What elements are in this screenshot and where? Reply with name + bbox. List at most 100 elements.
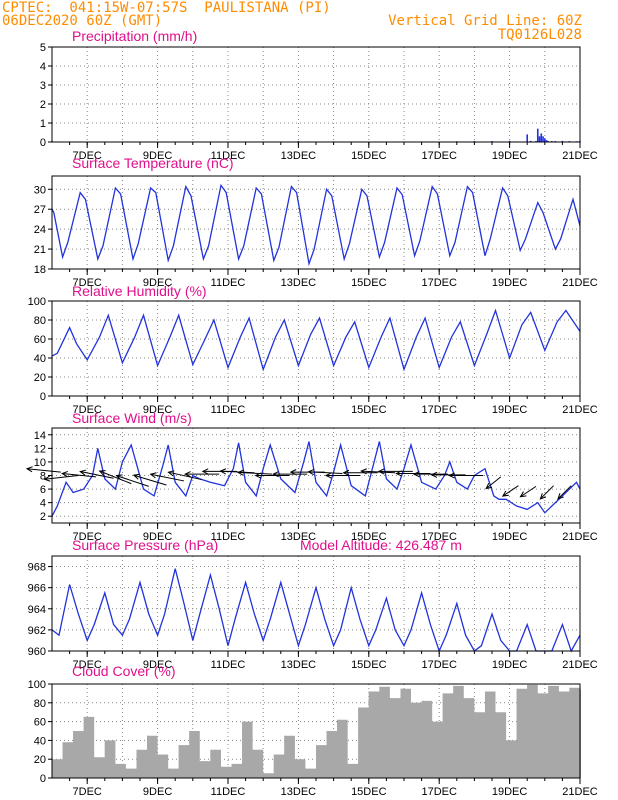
cloud-bar xyxy=(432,721,434,778)
y-tick-label: 4 xyxy=(40,61,46,73)
wind-arrowhead xyxy=(132,473,140,480)
x-tick-label: 19DEC xyxy=(492,277,528,289)
cloud-bar xyxy=(442,693,444,778)
wind-arrow xyxy=(238,471,273,475)
wind-arrowhead xyxy=(25,466,33,473)
wind-arrow xyxy=(150,473,185,482)
y-tick-label: 0 xyxy=(40,773,46,785)
cloud-bar xyxy=(147,735,149,778)
x-tick-label: 21DEC xyxy=(562,786,598,798)
wind-arrowhead xyxy=(448,472,455,479)
x-tick-label: 7DEC xyxy=(73,786,102,798)
y-tick-label: 5 xyxy=(40,42,46,54)
wind-arrow xyxy=(557,485,572,500)
panel-title: Surface Wind (m/s) xyxy=(72,410,192,426)
y-tick-label: 60 xyxy=(34,717,46,729)
y-tick-label: 0 xyxy=(40,137,46,149)
cloud-bar xyxy=(337,719,339,778)
x-tick-label: 19DEC xyxy=(492,404,528,416)
x-tick-label: 17DEC xyxy=(421,404,457,416)
wind-arrow xyxy=(62,472,97,478)
wind-vectors xyxy=(25,466,572,500)
cloud-bar xyxy=(210,749,212,778)
panel-frame xyxy=(51,683,581,779)
wind-arrow xyxy=(540,485,554,500)
panel-precip: Precipitation (mm/h) 0 1 2 3 4 5 7DEC 9DEC 11DEC 1… xyxy=(40,28,598,162)
cloud-bar xyxy=(220,766,222,778)
cloud-area xyxy=(52,684,580,778)
precip-bar xyxy=(526,134,528,142)
cloud-bar xyxy=(411,702,413,778)
pres-series-line xyxy=(51,568,581,653)
wind-arrow xyxy=(116,475,149,487)
x-tick-label: 9DEC xyxy=(143,404,172,416)
cloud-bar xyxy=(136,749,138,778)
x-tick-label: 11DEC xyxy=(211,277,246,289)
panel-pres: Surface Pressure (hPa) Model Altitude: 42… xyxy=(28,537,598,671)
wind-arrowhead xyxy=(324,472,332,479)
x-tick-label: 13DEC xyxy=(281,277,317,289)
cloud-bar xyxy=(527,684,529,778)
panel-frame xyxy=(51,46,581,143)
x-tick-label: 17DEC xyxy=(421,150,457,162)
precip-bar xyxy=(508,140,511,142)
wind-arrow xyxy=(502,485,519,497)
wind-arrowhead xyxy=(342,469,350,476)
wind-arrowhead xyxy=(167,470,175,477)
cloud-bar xyxy=(199,761,201,778)
x-tick-label: 15DEC xyxy=(351,531,387,543)
cloud-bar xyxy=(305,768,307,778)
panel-title: Surface Temperature (nC) xyxy=(72,155,234,171)
y-tick-label: 20 xyxy=(34,372,46,384)
cloud-bar xyxy=(231,763,233,778)
wind-arrow xyxy=(308,471,343,474)
station-header: CPTEC: 041:15W-07:57S PAULISTANA (PI) xyxy=(2,0,331,16)
x-tick-label: 21DEC xyxy=(562,531,598,543)
wind-arrow xyxy=(361,470,396,474)
y-tick-label: 24 xyxy=(34,224,46,236)
panel-annotation: Model Altitude: 426.487 m xyxy=(300,537,462,553)
x-tick-label: 19DEC xyxy=(492,531,528,543)
cloud-bar xyxy=(157,754,159,778)
cloud-bar xyxy=(73,731,75,778)
wind-arrowhead xyxy=(377,468,385,475)
precip-bar xyxy=(542,136,544,142)
x-tick-label: 15DEC xyxy=(351,404,387,416)
cloud-bar xyxy=(115,763,117,778)
temp-series-line xyxy=(51,183,581,267)
wind-arrowhead xyxy=(307,468,315,476)
wind-arrowhead xyxy=(219,468,227,475)
cloud-bar xyxy=(548,685,550,778)
x-tick-label: 9DEC xyxy=(143,531,172,543)
cloud-bar xyxy=(273,754,275,778)
y-tick-label: 968 xyxy=(28,562,46,574)
x-tick-label: 7DEC xyxy=(73,404,102,416)
wind-arrowhead xyxy=(98,470,106,476)
cloud-bar xyxy=(189,731,191,778)
x-tick-label: 17DEC xyxy=(421,659,457,671)
wind-series-line xyxy=(51,441,581,517)
x-tick-label: 17DEC xyxy=(421,786,457,798)
panel-temp: Surface Temperature (nC) 18 21 24 27 30 7DEC 9D… xyxy=(34,155,598,289)
cloud-bar xyxy=(453,685,455,778)
x-tick-label: 7DEC xyxy=(73,277,102,289)
x-tick-label: 21DEC xyxy=(562,150,598,162)
cloud-bar xyxy=(178,745,180,778)
wind-arrowhead xyxy=(557,493,564,500)
y-tick-label: 60 xyxy=(34,334,46,346)
cloud-bar xyxy=(537,693,539,778)
wind-arrowhead xyxy=(79,469,87,476)
y-tick-label: 10 xyxy=(34,457,46,469)
wind-arrowhead xyxy=(254,472,262,479)
x-tick-label: 7DEC xyxy=(73,659,102,671)
cloud-bar xyxy=(463,698,465,778)
wind-arrow xyxy=(168,471,202,481)
cloud-bar xyxy=(506,740,508,778)
cloud-bar xyxy=(347,763,349,778)
cloud-bar xyxy=(516,688,518,778)
y-tick-label: 2 xyxy=(40,511,46,523)
cloud-bar xyxy=(421,700,423,778)
x-tick-label: 13DEC xyxy=(281,531,317,543)
cloud-bar xyxy=(104,740,106,778)
panel-frame xyxy=(51,175,581,270)
